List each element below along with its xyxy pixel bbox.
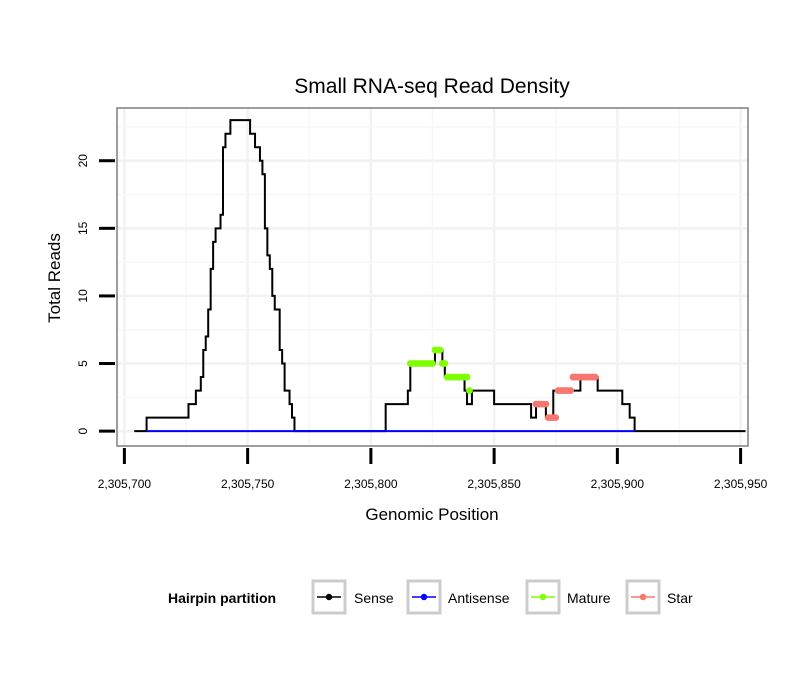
legend-label-sense: Sense xyxy=(354,590,394,606)
y-tick-label: 20 xyxy=(76,154,90,168)
y-tick-label: 5 xyxy=(76,360,90,367)
legend: Hairpin partition Sense Antisense Mature… xyxy=(168,579,693,615)
data-point-mature xyxy=(466,387,473,394)
x-tick-label: 2,305,850 xyxy=(467,477,521,491)
legend-item-star: Star xyxy=(625,579,693,615)
legend-point-sense xyxy=(325,593,333,601)
data-point-star xyxy=(542,400,550,408)
legend-label-antisense: Antisense xyxy=(448,590,510,606)
legend-item-mature: Mature xyxy=(525,579,611,615)
legend-item-sense: Sense xyxy=(311,579,394,615)
y-axis-title: Total Reads xyxy=(45,233,64,323)
y-tick-label: 0 xyxy=(76,427,90,434)
y-tick-label: 15 xyxy=(76,221,90,235)
plot-panel-border xyxy=(116,107,749,447)
data-point-mature xyxy=(436,346,444,354)
x-tick-label: 2,305,750 xyxy=(221,477,275,491)
legend-label-mature: Mature xyxy=(567,590,611,606)
legend-title: Hairpin partition xyxy=(168,590,276,606)
axes: 2,305,700 2,305,750 2,305,800 2,305,850 2,30… xyxy=(76,154,768,491)
x-tick-label: 2,305,800 xyxy=(344,477,398,491)
legend-item-antisense: Antisense xyxy=(406,579,510,615)
y-tick-label: 10 xyxy=(76,289,90,303)
legend-label-star: Star xyxy=(667,590,693,606)
data-point-mature xyxy=(463,373,471,381)
series-mature xyxy=(406,346,473,394)
chart-title: Small RNA-seq Read Density xyxy=(294,75,570,98)
x-tick-label: 2,305,950 xyxy=(714,477,768,491)
data-point-star xyxy=(567,387,574,394)
series-star xyxy=(532,373,599,422)
legend-point-antisense xyxy=(420,593,428,601)
x-tick-label: 2,305,700 xyxy=(98,477,152,491)
x-tick-label: 2,305,900 xyxy=(591,477,645,491)
legend-point-mature xyxy=(539,593,547,601)
data-point-mature xyxy=(441,360,449,367)
data-point-star xyxy=(552,414,560,422)
data-point-mature xyxy=(429,360,436,367)
series-layer xyxy=(134,119,746,433)
legend-point-star xyxy=(639,593,647,601)
x-axis-title: Genomic Position xyxy=(365,505,498,524)
data-point-star xyxy=(591,373,599,381)
